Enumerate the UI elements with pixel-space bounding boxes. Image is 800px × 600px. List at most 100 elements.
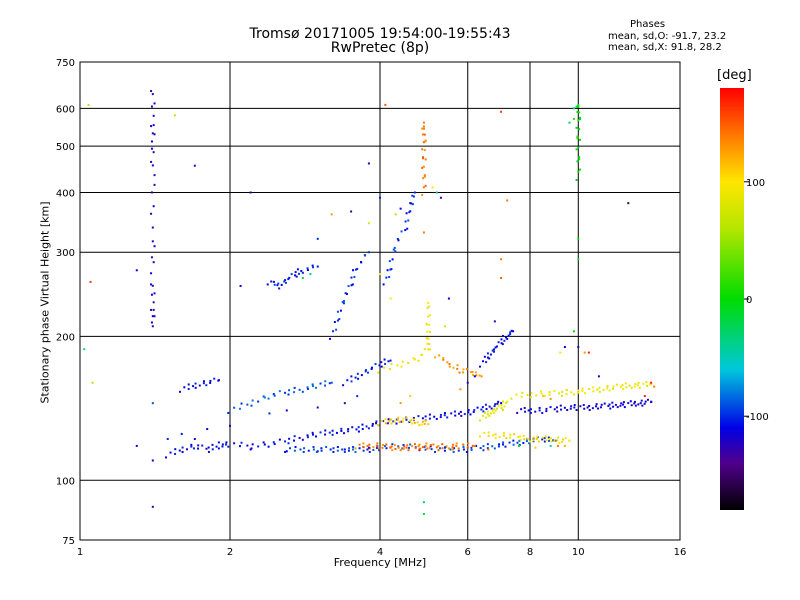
data-point: [344, 292, 347, 295]
data-point: [429, 444, 432, 447]
data-point: [356, 372, 359, 375]
data-point: [382, 420, 385, 423]
data-point: [398, 421, 401, 424]
data-point: [284, 440, 287, 443]
data-point: [331, 433, 334, 436]
data-point: [534, 410, 537, 413]
data-point: [486, 410, 489, 413]
data-point: [529, 411, 532, 414]
data-point: [448, 365, 451, 368]
data-point: [508, 441, 511, 444]
data-point: [284, 450, 287, 453]
data-point: [502, 335, 505, 338]
data-point: [217, 441, 220, 444]
data-point: [455, 444, 458, 447]
data-point: [324, 384, 327, 387]
data-point: [183, 386, 186, 389]
data-point: [606, 385, 609, 388]
data-point: [251, 443, 254, 446]
data-point: [181, 446, 184, 449]
data-point: [151, 315, 154, 318]
data-point: [360, 374, 363, 377]
data-point: [520, 395, 523, 398]
data-point: [238, 407, 241, 410]
data-point: [558, 392, 561, 395]
chart-title-line2: RwPretec (8p): [330, 40, 430, 56]
data-point: [153, 292, 156, 295]
data-point: [575, 126, 578, 129]
data-point: [353, 276, 356, 279]
data-point: [420, 354, 423, 357]
data-point: [620, 402, 623, 405]
data-point: [150, 308, 153, 311]
data-point: [412, 195, 415, 198]
data-point: [452, 450, 455, 453]
data-point: [284, 281, 287, 284]
data-point: [293, 439, 296, 442]
data-point: [347, 449, 350, 452]
data-point: [439, 416, 442, 419]
data-point: [555, 406, 558, 409]
data-point: [342, 432, 345, 435]
data-point: [442, 356, 445, 359]
data-point: [354, 447, 357, 450]
data-point: [427, 348, 430, 351]
data-point: [492, 348, 495, 351]
data-point: [563, 444, 566, 447]
data-point: [298, 436, 301, 439]
data-point: [606, 387, 609, 390]
data-point: [426, 447, 429, 450]
phases-x-stats: mean, sd,X: 91.8, 28.2: [608, 42, 722, 53]
data-point: [391, 258, 394, 261]
data-point: [150, 256, 153, 259]
data-point: [488, 414, 491, 417]
data-point: [293, 449, 296, 452]
data-point: [512, 443, 515, 446]
data-point: [422, 121, 425, 124]
data-point: [288, 389, 291, 392]
data-point: [639, 402, 642, 405]
data-point: [301, 276, 304, 279]
data-point: [266, 283, 269, 286]
data-point: [504, 445, 507, 448]
data-point: [197, 447, 200, 450]
data-point: [202, 380, 205, 383]
data-point: [558, 442, 561, 445]
data-point: [401, 360, 404, 363]
data-point: [379, 196, 381, 199]
data-point: [276, 284, 279, 287]
data-point: [341, 448, 344, 451]
data-point: [557, 436, 560, 439]
data-point: [306, 269, 309, 272]
data-point: [153, 174, 156, 177]
data-point: [502, 432, 505, 435]
data-point: [362, 442, 365, 445]
data-point: [486, 443, 489, 446]
data-point: [233, 406, 236, 409]
data-point: [272, 441, 275, 444]
data-point: [455, 442, 458, 445]
data-point: [572, 117, 575, 120]
data-point: [197, 444, 200, 447]
data-point: [389, 418, 392, 421]
data-point: [428, 413, 431, 416]
x-tick-label: 4: [377, 547, 383, 558]
data-point: [193, 437, 196, 440]
data-point: [367, 427, 370, 430]
data-point: [239, 284, 242, 287]
data-point: [486, 356, 489, 359]
data-point: [425, 337, 428, 340]
data-point: [421, 194, 424, 197]
data-point: [443, 325, 446, 328]
data-point: [541, 436, 544, 439]
data-point: [422, 133, 425, 136]
data-point: [578, 158, 581, 161]
data-point: [422, 501, 425, 504]
data-point: [185, 448, 188, 451]
data-point: [577, 237, 580, 240]
data-point: [178, 449, 181, 452]
data-point: [460, 414, 463, 417]
y-tick-label: 200: [56, 332, 75, 343]
data-point: [414, 447, 417, 450]
data-point: [494, 409, 497, 412]
